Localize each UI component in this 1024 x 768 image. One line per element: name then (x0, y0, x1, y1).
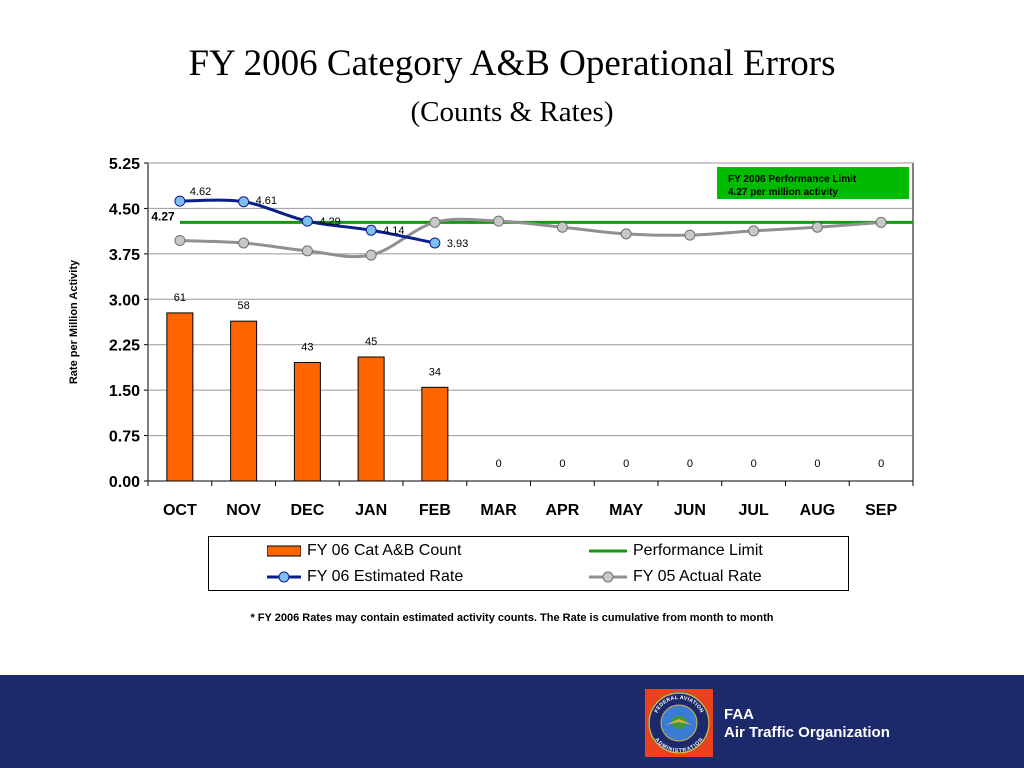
fy05-rate-point (748, 225, 760, 237)
bar-value-label: 0 (878, 458, 884, 470)
legend-label-estimated: FY 06 Estimated Rate (307, 568, 464, 585)
legend-item-count: FY 06 Cat A&B Count (267, 540, 461, 562)
bar (357, 356, 385, 482)
y-tick-label: 1.50 (109, 383, 140, 400)
x-tick-label: NOV (226, 502, 261, 519)
bar-value-label: 0 (687, 458, 693, 470)
faa-seal-logo: FEDERAL AVIATION ADMINISTRATION (645, 689, 713, 757)
bar-value-label: 45 (365, 336, 377, 348)
fy06-rate-label: 4.29 (319, 216, 340, 228)
bar-value-label: 0 (496, 458, 502, 470)
fy05-rate-point (556, 221, 568, 233)
x-tick-label: AUG (800, 502, 836, 519)
x-tick-label: JAN (355, 502, 387, 519)
fy05-rate-point (429, 216, 441, 228)
y-tick-label: 2.25 (109, 338, 140, 355)
bar-value-label: 43 (301, 342, 313, 354)
y-tick-label: 0.00 (109, 474, 140, 491)
x-tick-label: MAR (480, 502, 517, 519)
legend-item-fy05: FY 05 Actual Rate (589, 566, 762, 588)
y-tick-label: 3.00 (109, 292, 140, 309)
fy05-rate-point (301, 245, 313, 257)
legend-swatch-count (267, 545, 301, 557)
x-tick-label: FEB (419, 502, 451, 519)
footer-bar (0, 675, 1024, 768)
fy05-rate-point (875, 216, 887, 228)
legend-label-limit: Performance Limit (633, 542, 763, 559)
fy06-rate-label: 4.14 (383, 225, 404, 237)
chart-legend: FY 06 Cat A&B Count Performance Limit FY… (208, 536, 849, 591)
legend-label-fy05: FY 05 Actual Rate (633, 568, 762, 585)
fy05-rate-point (238, 237, 250, 249)
chart: 0.00 0.75 1.50 2.25 3.00 3.75 4.50 5.25 OCT NOV DE… (68, 156, 914, 519)
fy06-rate-point (301, 215, 313, 227)
fy05-rate-point (365, 249, 377, 261)
legend-swatch-limit (589, 549, 627, 553)
bar (166, 312, 194, 482)
y-tick-label: 0.75 (109, 429, 140, 446)
x-tick-label: APR (545, 502, 579, 519)
org-line-2: Air Traffic Organization (724, 724, 890, 741)
fy06-rate-point (365, 224, 377, 236)
y-axis-label: Rate per Million Activity (68, 259, 80, 384)
x-tick-label: DEC (290, 502, 324, 519)
annotation-box (717, 167, 909, 199)
fy06-rate-label: 4.62 (190, 186, 211, 198)
x-tick-label: JUN (674, 502, 706, 519)
org-name: FAA Air Traffic Organization (724, 706, 890, 742)
plot-area (147, 162, 914, 482)
annotation-line-2: 4.27 per million activity (728, 187, 838, 198)
fy05-rate-point (684, 229, 696, 241)
legend-swatch-fy05 (589, 571, 627, 583)
bar-value-label: 61 (174, 292, 186, 304)
faa-seal-icon: FEDERAL AVIATION ADMINISTRATION (648, 692, 710, 754)
fy05-rate-point (174, 235, 186, 247)
fy05-rate-point (620, 228, 632, 240)
legend-label-count: FY 06 Cat A&B Count (307, 542, 462, 559)
x-tick-label: MAY (609, 502, 643, 519)
annotation-line-1: FY 2006 Performance Limit (728, 174, 857, 185)
fy05-rate-point (811, 221, 823, 233)
fy06-rate-label: 3.93 (447, 238, 468, 250)
performance-limit-label: 4.27 (151, 209, 175, 223)
fy06-rate-point (429, 237, 441, 249)
y-tick-label: 5.25 (109, 156, 140, 173)
x-tick-label: SEP (865, 502, 897, 519)
x-tick-label: JUL (739, 502, 769, 519)
bar-value-label: 0 (623, 458, 629, 470)
slide-subtitle: (Counts & Rates) (410, 96, 614, 128)
legend-item-estimated: FY 06 Estimated Rate (267, 566, 463, 588)
bar (230, 320, 258, 482)
bar-value-label: 58 (238, 300, 250, 312)
bar (293, 362, 321, 482)
legend-item-limit: Performance Limit (589, 540, 763, 562)
y-tick-label: 3.75 (109, 247, 140, 264)
bar-value-label: 0 (559, 458, 565, 470)
bar-value-label: 0 (814, 458, 820, 470)
fy06-rate-label: 4.61 (256, 195, 277, 207)
org-line-1: FAA (724, 706, 754, 723)
legend-swatch-estimated (267, 571, 301, 583)
fy06-rate-point (174, 195, 186, 207)
x-tick-label: OCT (163, 502, 197, 519)
bar (421, 386, 449, 482)
y-tick-label: 4.50 (109, 201, 140, 218)
fy05-rate-point (493, 215, 505, 227)
slide-title: FY 2006 Category A&B Operational Errors (188, 43, 836, 84)
fy06-rate-point (238, 196, 250, 208)
bar-value-label: 0 (751, 458, 757, 470)
bar-value-label: 34 (429, 366, 441, 378)
footnote: * FY 2006 Rates may contain estimated ac… (250, 612, 774, 624)
